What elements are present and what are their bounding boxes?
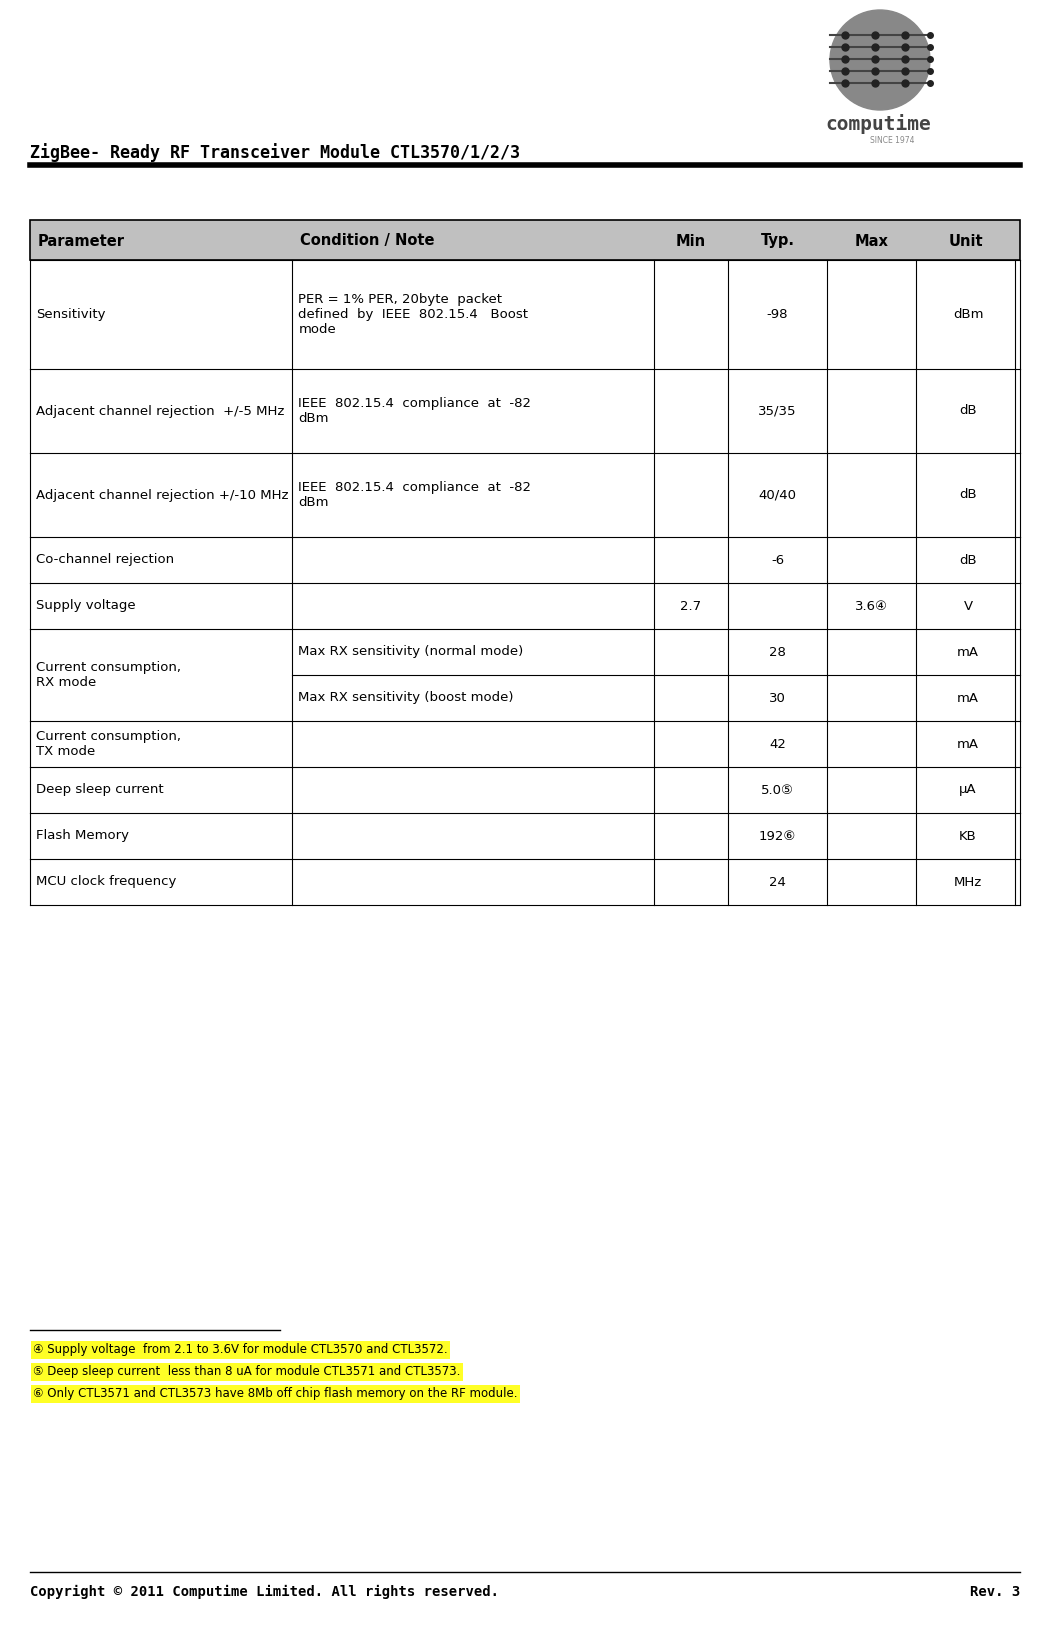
- Bar: [30, 536, 1020, 583]
- Text: dB: dB: [959, 554, 977, 567]
- Circle shape: [830, 10, 930, 111]
- Text: Min: Min: [676, 234, 706, 249]
- Text: Current consumption,
RX mode: Current consumption, RX mode: [36, 661, 181, 689]
- Text: Sensitivity: Sensitivity: [36, 309, 106, 322]
- Bar: [30, 812, 1020, 860]
- Text: 28: 28: [769, 645, 786, 658]
- Text: Typ.: Typ.: [761, 234, 794, 249]
- Text: Supply voltage: Supply voltage: [36, 600, 135, 613]
- Text: mA: mA: [957, 645, 979, 658]
- Text: 42: 42: [769, 738, 786, 751]
- Bar: [30, 369, 1020, 453]
- Text: -6: -6: [771, 554, 784, 567]
- Text: Co-channel rejection: Co-channel rejection: [36, 554, 174, 567]
- Text: dB: dB: [959, 405, 977, 418]
- Bar: [30, 219, 1020, 260]
- Text: 30: 30: [769, 692, 786, 705]
- Text: V: V: [963, 600, 972, 613]
- Bar: [30, 453, 1020, 536]
- Text: Adjacent channel rejection +/-10 MHz: Adjacent channel rejection +/-10 MHz: [36, 489, 288, 502]
- Text: PER = 1% PER, 20byte  packet
defined  by  IEEE  802.15.4   Boost
mode: PER = 1% PER, 20byte packet defined by I…: [298, 292, 529, 336]
- Text: mA: mA: [957, 738, 979, 751]
- Text: Max RX sensitivity (normal mode): Max RX sensitivity (normal mode): [298, 645, 523, 658]
- Text: Current consumption,
TX mode: Current consumption, TX mode: [36, 730, 181, 757]
- Text: 5.0⑤: 5.0⑤: [761, 783, 794, 796]
- Bar: [30, 722, 1020, 767]
- Text: ⑥ Only CTL3571 and CTL3573 have 8Mb off chip flash memory on the RF module.: ⑥ Only CTL3571 and CTL3573 have 8Mb off …: [33, 1388, 517, 1401]
- Text: SINCE 1974: SINCE 1974: [870, 136, 915, 145]
- Text: KB: KB: [959, 829, 977, 842]
- Text: Deep sleep current: Deep sleep current: [36, 783, 164, 796]
- Bar: [30, 860, 1020, 905]
- Text: Max RX sensitivity (boost mode): Max RX sensitivity (boost mode): [298, 692, 514, 705]
- Bar: [30, 767, 1020, 812]
- Text: ④ Supply voltage  from 2.1 to 3.6V for module CTL3570 and CTL3572.: ④ Supply voltage from 2.1 to 3.6V for mo…: [33, 1344, 448, 1357]
- Text: 3.6④: 3.6④: [855, 600, 887, 613]
- Text: dB: dB: [959, 489, 977, 502]
- Text: Flash Memory: Flash Memory: [36, 829, 129, 842]
- Bar: [30, 583, 1020, 629]
- Text: MCU clock frequency: MCU clock frequency: [36, 876, 176, 889]
- Text: -98: -98: [767, 309, 788, 322]
- Text: IEEE  802.15.4  compliance  at  -82
dBm: IEEE 802.15.4 compliance at -82 dBm: [298, 396, 532, 426]
- Text: Adjacent channel rejection  +/-5 MHz: Adjacent channel rejection +/-5 MHz: [36, 405, 284, 418]
- Text: Copyright © 2011 Computime Limited. All rights reserved.: Copyright © 2011 Computime Limited. All …: [30, 1584, 499, 1599]
- Text: ZigBee- Ready RF Transceiver Module CTL3570/1/2/3: ZigBee- Ready RF Transceiver Module CTL3…: [30, 143, 520, 163]
- Text: Parameter: Parameter: [38, 234, 125, 249]
- Text: mA: mA: [957, 692, 979, 705]
- Bar: [30, 260, 1020, 369]
- Text: dBm: dBm: [952, 309, 983, 322]
- Bar: [30, 629, 293, 722]
- Text: Unit: Unit: [948, 234, 983, 249]
- Text: ⑤ Deep sleep current  less than 8 uA for module CTL3571 and CTL3573.: ⑤ Deep sleep current less than 8 uA for …: [33, 1365, 461, 1378]
- Text: 24: 24: [769, 876, 786, 889]
- Text: Condition / Note: Condition / Note: [300, 234, 435, 249]
- Text: 192⑥: 192⑥: [758, 829, 796, 842]
- Text: Rev. 3: Rev. 3: [969, 1584, 1020, 1599]
- Text: IEEE  802.15.4  compliance  at  -82
dBm: IEEE 802.15.4 compliance at -82 dBm: [298, 481, 532, 509]
- Text: computime: computime: [825, 114, 930, 133]
- Text: μA: μA: [959, 783, 977, 796]
- Text: Max: Max: [855, 234, 889, 249]
- Text: MHz: MHz: [954, 876, 982, 889]
- Text: 2.7: 2.7: [680, 600, 702, 613]
- Text: 35/35: 35/35: [758, 405, 796, 418]
- Text: 40/40: 40/40: [758, 489, 796, 502]
